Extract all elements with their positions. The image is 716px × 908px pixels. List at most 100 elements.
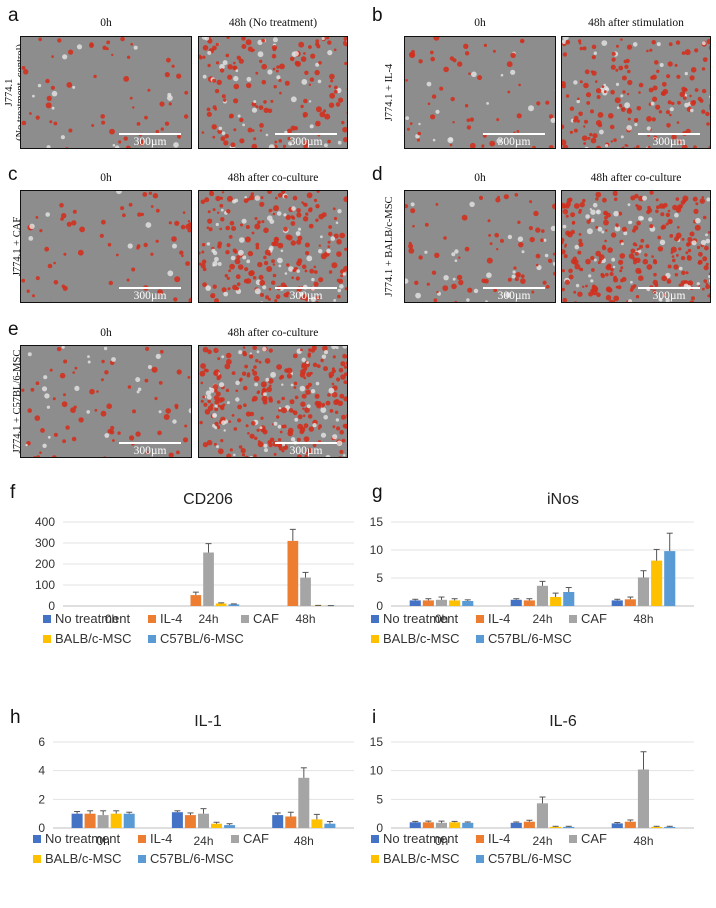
bar [300, 577, 311, 606]
bar [664, 551, 676, 606]
legend-label: No treatment [55, 611, 131, 626]
scale-bar [275, 133, 337, 135]
legend-label: IL-4 [488, 611, 510, 626]
panel-letter: c [8, 164, 18, 185]
micrograph-image: 300µm [198, 345, 348, 458]
bar [285, 816, 297, 828]
micrograph-image: 300µm [561, 190, 711, 303]
bar [536, 585, 548, 606]
y-tick-label: 15 [370, 735, 384, 749]
legend-swatch [371, 835, 379, 843]
bar [184, 815, 196, 828]
legend-label: C57BL/6-MSC [160, 631, 244, 646]
y-tick-label: 10 [370, 764, 384, 778]
chart-title: CD206 [183, 491, 233, 508]
scale-bar [483, 287, 545, 289]
bar [228, 604, 240, 606]
scale-label: 300µm [289, 136, 323, 148]
y-tick-label: 10 [370, 543, 384, 557]
micrograph-image: 300µm [20, 190, 192, 303]
bar [324, 823, 336, 828]
legend-label: BALB/c-MSC [45, 851, 122, 866]
legend-label: BALB/c-MSC [383, 851, 460, 866]
legend-swatch [138, 835, 146, 843]
y-tick-label: 0 [376, 821, 383, 835]
legend-label: No treatment [383, 611, 459, 626]
y-tick-label: 100 [35, 578, 55, 592]
x-tick-label: 0h [96, 834, 109, 848]
x-tick-label: 48h [295, 612, 315, 626]
x-tick-label: 24h [193, 834, 213, 848]
panel-letter: i [372, 707, 377, 728]
legend-label: BALB/c-MSC [55, 631, 132, 646]
bar [523, 821, 535, 828]
scale-bar [275, 442, 337, 444]
bar [624, 821, 636, 828]
bar [563, 826, 575, 828]
y-tick-label: 0 [48, 599, 55, 613]
legend-swatch [569, 835, 577, 843]
micrograph-image: 300µm [198, 190, 348, 303]
bar [651, 826, 663, 828]
legend-swatch [43, 635, 51, 643]
y-tick-label: 4 [38, 764, 45, 778]
legend-swatch [371, 635, 379, 643]
y-tick-label: 0 [376, 599, 383, 613]
bar [611, 823, 623, 828]
legend-swatch [148, 635, 156, 643]
legend-swatch [241, 615, 249, 623]
legend-swatch [33, 835, 41, 843]
panel-letter: f [10, 482, 16, 503]
legend-label: C57BL/6-MSC [488, 851, 572, 866]
bar [287, 540, 299, 606]
bar [171, 812, 183, 828]
bar [510, 822, 522, 828]
panel-letter: b [372, 5, 383, 26]
legend-swatch [476, 855, 484, 863]
legend-swatch [43, 615, 51, 623]
scale-label: 300µm [133, 445, 167, 457]
x-tick-label: 0h [435, 834, 448, 848]
bar [637, 577, 649, 606]
micrograph-image: 300µm [198, 36, 348, 149]
panel-letter: d [372, 164, 383, 185]
bar [123, 813, 135, 828]
x-tick-label: 24h [532, 834, 552, 848]
legend-swatch [569, 615, 577, 623]
bar [510, 599, 522, 606]
panel-letter: a [8, 5, 19, 26]
y-tick-label: 5 [376, 571, 383, 585]
bar [536, 803, 548, 828]
bar [211, 823, 222, 828]
y-tick-label: 200 [35, 557, 55, 571]
bar [198, 813, 209, 828]
scale-bar [275, 287, 337, 289]
scale-label: 300µm [652, 290, 686, 302]
bar [71, 813, 83, 828]
legend-swatch [138, 855, 146, 863]
panel-letter: h [10, 707, 21, 728]
bar [272, 815, 284, 828]
legend-swatch [476, 635, 484, 643]
x-tick-label: 24h [198, 612, 218, 626]
image-title: 48h after co-culture [227, 327, 319, 339]
legend-swatch [476, 835, 484, 843]
legend-swatch [148, 615, 156, 623]
x-tick-label: 48h [633, 612, 653, 626]
micrograph-image: 300µm [404, 36, 556, 149]
image-title: 0h [100, 327, 112, 339]
legend-label: CAF [253, 611, 279, 626]
bar [462, 822, 474, 828]
image-title: 0h [474, 17, 486, 29]
x-tick-label: 48h [633, 834, 653, 848]
bar [311, 819, 323, 828]
bar [563, 592, 575, 606]
y-tick-label: 0 [38, 821, 45, 835]
chart-title: IL-6 [549, 713, 577, 730]
image-title: 48h after co-culture [227, 172, 319, 184]
y-tick-label: 6 [38, 735, 45, 749]
legend-label: CAF [581, 611, 607, 626]
scale-label: 300µm [497, 290, 531, 302]
